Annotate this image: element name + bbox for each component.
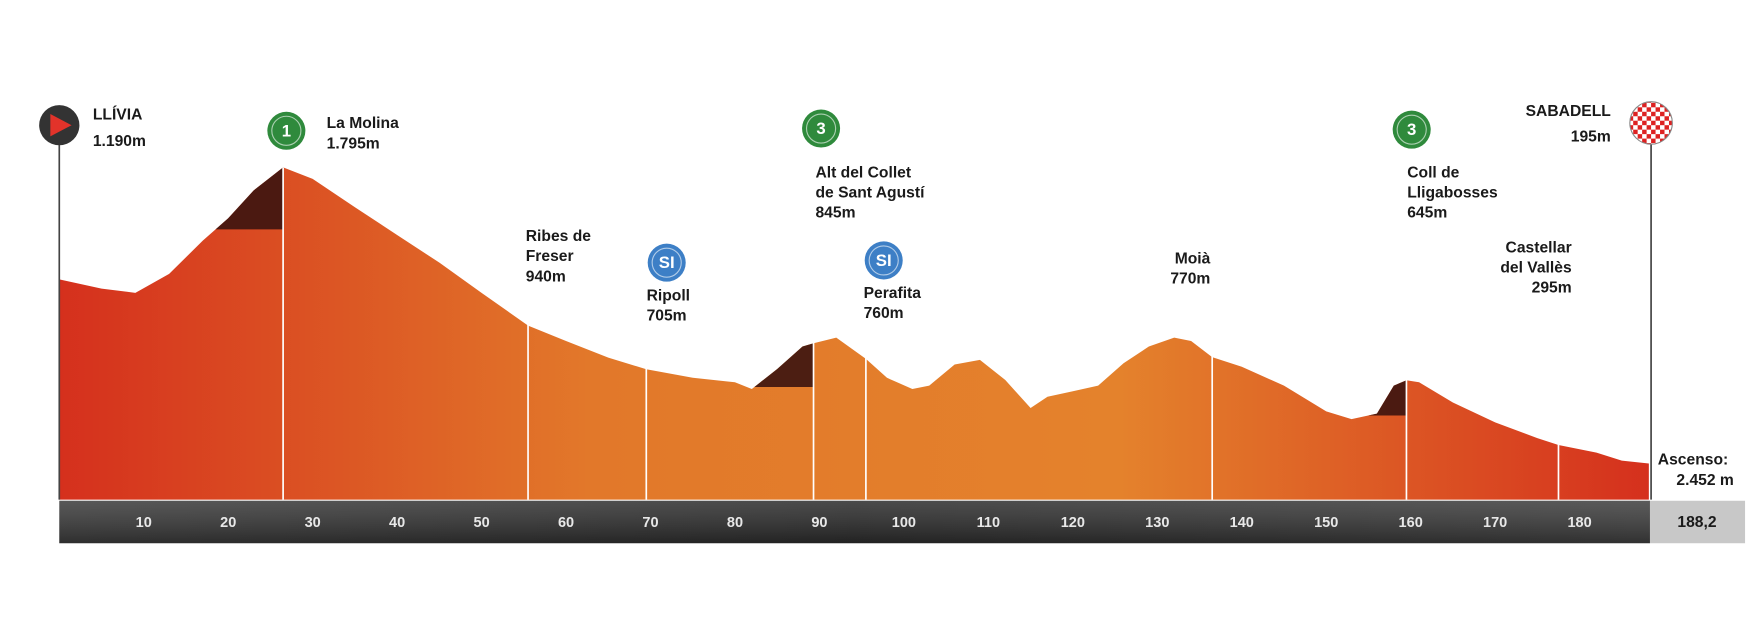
waypoint-name: Coll de bbox=[1407, 164, 1459, 181]
x-tick-label: 150 bbox=[1314, 515, 1338, 531]
waypoint-name: Castellar bbox=[1506, 239, 1572, 256]
distance-axis-shade bbox=[59, 500, 1650, 544]
category-badge bbox=[864, 241, 903, 280]
x-tick-label: 10 bbox=[136, 515, 152, 531]
total-distance-box bbox=[1649, 500, 1746, 544]
start-name: LLÍVIA bbox=[93, 104, 143, 123]
category-label: SI bbox=[659, 253, 675, 272]
category-label: 3 bbox=[816, 119, 825, 138]
climb-shade bbox=[754, 343, 814, 387]
x-tick-label: 160 bbox=[1399, 515, 1423, 531]
start-arrow bbox=[50, 114, 72, 137]
x-tick-label: 180 bbox=[1567, 515, 1591, 531]
total-distance: 188,2 bbox=[1677, 514, 1716, 531]
waypoint-name: Perafita bbox=[864, 285, 922, 302]
climb-shade bbox=[215, 167, 284, 230]
x-tick-label: 140 bbox=[1230, 515, 1254, 531]
x-tick-label: 110 bbox=[977, 515, 1000, 531]
waypoint-name: Ribes de bbox=[526, 228, 592, 245]
category-badge-ring bbox=[868, 245, 899, 276]
category-label: 1 bbox=[282, 121, 291, 140]
start-elevation: 1.190m bbox=[93, 133, 146, 150]
x-tick-label: 80 bbox=[727, 515, 743, 531]
waypoint-elevation: 845m bbox=[815, 205, 855, 222]
waypoint-name: Ripoll bbox=[647, 287, 690, 304]
waypoint-elevation: 760m bbox=[864, 305, 904, 322]
x-tick-label: 120 bbox=[1061, 515, 1085, 531]
waypoint-name: Lligabosses bbox=[1407, 185, 1498, 202]
ascent-label: Ascenso: bbox=[1658, 452, 1728, 469]
category-label: 3 bbox=[1407, 120, 1416, 139]
category-badge-ring bbox=[1396, 114, 1427, 145]
waypoint-elevation: 940m bbox=[526, 268, 566, 285]
x-tick-label: 170 bbox=[1483, 515, 1507, 531]
x-tick-label: 20 bbox=[220, 515, 236, 531]
x-tick-label: 90 bbox=[811, 515, 827, 531]
waypoint-elevation: 645m bbox=[1407, 205, 1447, 222]
elevation-profile bbox=[59, 167, 1649, 500]
category-badge bbox=[267, 111, 306, 150]
category-badge bbox=[647, 243, 686, 282]
waypoint-name: Freser bbox=[526, 248, 574, 265]
waypoint-name: La Molina bbox=[327, 115, 399, 132]
x-tick-label: 60 bbox=[558, 515, 574, 531]
category-badge bbox=[802, 109, 841, 148]
category-label: SI bbox=[876, 251, 892, 270]
ascent-value: 2.452 m bbox=[1676, 472, 1733, 489]
waypoint-elevation: 295m bbox=[1532, 280, 1572, 297]
x-tick-label: 40 bbox=[389, 515, 405, 531]
waypoint-name: del Vallès bbox=[1500, 259, 1572, 276]
finish-icon bbox=[1629, 101, 1673, 145]
x-tick-label: 130 bbox=[1145, 515, 1169, 531]
category-badge-ring bbox=[271, 115, 302, 146]
waypoint-elevation: 1.795m bbox=[327, 135, 380, 152]
finish-elevation: 195m bbox=[1571, 129, 1611, 146]
category-badge-ring bbox=[805, 113, 837, 144]
x-tick-label: 70 bbox=[642, 515, 658, 531]
x-tick-label: 30 bbox=[305, 515, 321, 531]
waypoint-elevation: 770m bbox=[1170, 271, 1210, 288]
category-badge-ring bbox=[651, 247, 682, 278]
waypoint-name: Alt del Collet bbox=[815, 164, 911, 181]
waypoint-name: de Sant Agustí bbox=[815, 185, 925, 202]
climb-shade bbox=[1368, 380, 1407, 416]
finish-name: SABADELL bbox=[1526, 103, 1612, 120]
waypoint-elevation: 705m bbox=[647, 307, 687, 324]
x-tick-label: 50 bbox=[474, 515, 490, 531]
waypoint-name: Moià bbox=[1175, 250, 1211, 267]
x-tick-label: 100 bbox=[892, 515, 916, 531]
category-badge bbox=[1392, 110, 1431, 149]
